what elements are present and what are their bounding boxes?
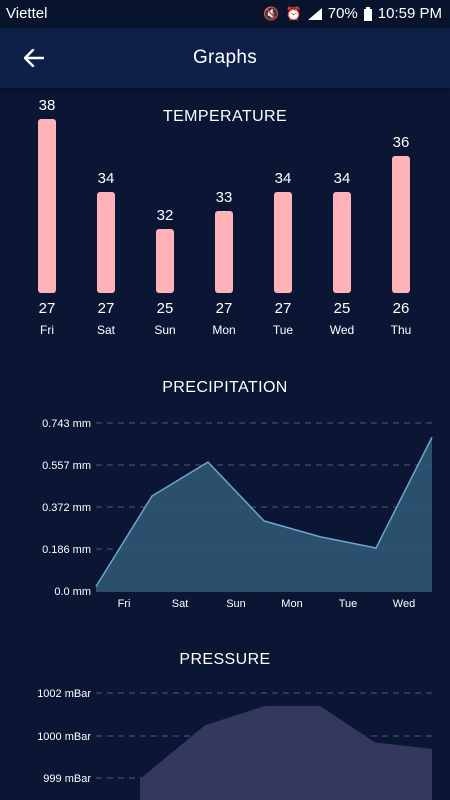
temperature-bar	[97, 192, 115, 293]
temperature-day-label: Thu	[390, 323, 412, 337]
precipitation-chart: 0.743 mm 0.557 mm 0.372 mm 0.186 mm 0.0 mm Fr…	[42, 418, 433, 610]
precip-y-tick: 0.372 mm	[42, 502, 91, 514]
precip-y-tick: 0.0 mm	[54, 586, 91, 598]
precip-x-tick: Wed	[393, 598, 415, 610]
pressure-chart: 1002 mBar 1000 mBar 999 mBar	[37, 688, 432, 800]
precip-x-tick: Fri	[118, 598, 131, 610]
temperature-day-label: Sun	[154, 323, 176, 337]
temperature-high-label: 32	[156, 206, 174, 224]
precip-y-tick: 0.557 mm	[42, 460, 91, 472]
temperature-high-label: 38	[38, 97, 56, 115]
clock: 10:59 PM	[377, 5, 442, 22]
precip-x-tick: Sat	[172, 598, 189, 610]
temperature-bar	[333, 192, 351, 293]
precip-x-tick: Mon	[281, 598, 302, 610]
precip-x-tick: Tue	[339, 598, 358, 610]
temperature-low-label: 27	[215, 300, 233, 317]
temperature-high-label: 33	[215, 188, 233, 206]
battery-icon	[363, 6, 372, 21]
status-icons: 🔇 ⏰ 70% 10:59 PM	[263, 5, 442, 22]
temperature-bar	[215, 210, 233, 293]
temperature-bar	[38, 119, 56, 293]
battery-percent: 70%	[327, 5, 358, 22]
temperature-high-label: 36	[392, 133, 410, 151]
app-bar: Graphs	[0, 28, 450, 88]
back-button[interactable]	[18, 42, 50, 74]
pressure-y-tick: 999 mBar	[43, 773, 91, 785]
temperature-bar	[156, 228, 174, 293]
temperature-low-label: 27	[97, 300, 115, 317]
pressure-y-tick: 1002 mBar	[37, 688, 91, 700]
temperature-day-label: Tue	[272, 323, 294, 337]
temperature-high-label: 34	[97, 170, 115, 188]
temperature-day-label: Wed	[329, 323, 355, 337]
precipitation-title: PRECIPITATION	[162, 379, 288, 396]
temperature-high-label: 34	[333, 170, 351, 188]
temperature-bar	[274, 192, 292, 293]
status-bar: Viettel 🔇 ⏰ 70% 10:59 PM	[0, 0, 450, 28]
temperature-day-label: Sat	[96, 323, 115, 337]
temperature-low-label: 27	[274, 300, 292, 317]
precip-y-tick: 0.743 mm	[42, 418, 91, 430]
mute-icon: 🔇	[263, 5, 280, 21]
pressure-title: PRESSURE	[179, 651, 271, 668]
temperature-low-label: 25	[333, 300, 351, 317]
precip-area	[96, 437, 432, 591]
precip-y-tick: 0.186 mm	[42, 544, 91, 556]
page-title: Graphs	[192, 47, 258, 68]
temperature-day-label: Fri	[40, 323, 54, 337]
temperature-low-label: 26	[392, 300, 410, 317]
arrow-left-icon	[24, 49, 44, 67]
temperature-low-label: 25	[156, 300, 174, 317]
pressure-y-tick: 1000 mBar	[37, 731, 91, 743]
pressure-area	[140, 705, 432, 800]
signal-icon	[307, 7, 322, 20]
temperature-high-label: 34	[274, 170, 292, 188]
temperature-day-label: Mon	[212, 323, 236, 337]
temperature-title: TEMPERATURE	[162, 108, 288, 125]
temperature-bar	[392, 155, 410, 293]
carrier-name: Viettel	[6, 5, 48, 22]
temperature-low-label: 27	[38, 300, 56, 317]
alarm-icon: ⏰	[285, 5, 302, 21]
precip-x-tick: Sun	[226, 598, 246, 610]
